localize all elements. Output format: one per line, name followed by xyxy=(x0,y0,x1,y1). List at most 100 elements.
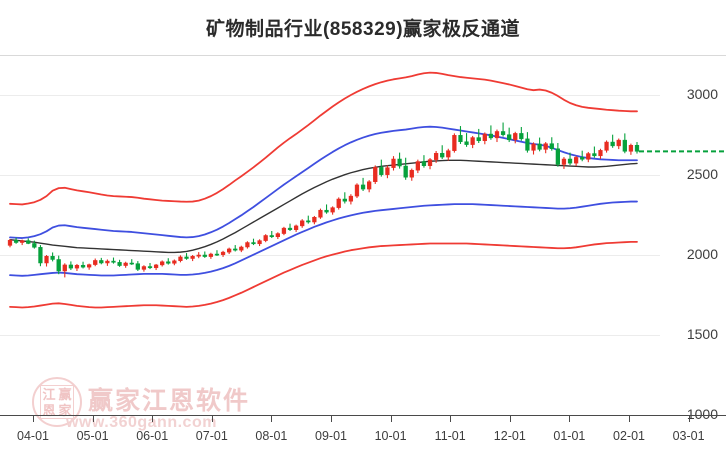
x-axis-tick-mark xyxy=(390,415,392,422)
candle-body xyxy=(385,167,390,175)
candle-body xyxy=(567,158,573,164)
candle-body xyxy=(476,137,481,142)
candle-body xyxy=(555,148,560,165)
x-axis-tick-mark xyxy=(271,415,273,422)
candle-body xyxy=(367,181,372,190)
candle-body xyxy=(160,261,165,266)
band-line xyxy=(9,200,638,277)
candle-body xyxy=(379,167,384,175)
candle-body xyxy=(141,266,147,270)
candle-body xyxy=(239,246,244,251)
chart-title: 矿物制品行业(858329)赢家极反通道 xyxy=(205,19,521,40)
candle-body xyxy=(580,157,585,160)
candle-body xyxy=(446,150,451,158)
candle-body xyxy=(610,141,615,147)
candle-body xyxy=(135,263,140,270)
candle-body xyxy=(330,207,335,213)
candle-body xyxy=(391,158,396,168)
candle-body xyxy=(13,240,19,243)
plot-top-border xyxy=(0,55,726,56)
candle-body xyxy=(190,256,195,259)
gridline xyxy=(0,95,660,96)
candle-body xyxy=(281,227,287,234)
candle-body xyxy=(433,152,439,160)
candle-body xyxy=(427,159,433,166)
x-axis-tick-label: 03-01 xyxy=(672,429,705,443)
x-axis-tick-mark xyxy=(92,415,94,422)
y-axis-tick-label: 1500 xyxy=(686,326,718,342)
candle-body xyxy=(220,251,226,255)
candle-body xyxy=(44,256,49,264)
candlestick-series xyxy=(7,122,640,278)
candle-body xyxy=(166,261,171,264)
candle-body xyxy=(269,235,274,238)
candle-body xyxy=(38,247,43,264)
candle-body xyxy=(208,253,214,257)
candle-body xyxy=(537,143,542,150)
candle-body xyxy=(32,243,37,248)
candle-body xyxy=(62,264,67,272)
candle-body xyxy=(306,220,311,223)
x-axis-tick-mark xyxy=(331,415,332,422)
x-axis-tick-label: 11-01 xyxy=(434,429,466,443)
candle-body xyxy=(616,139,621,147)
x-axis-tick-mark xyxy=(688,415,690,422)
candle-body xyxy=(123,262,128,266)
candle-body xyxy=(494,131,500,139)
candle-body xyxy=(336,198,341,208)
candle-body xyxy=(525,138,530,151)
x-axis-tick-mark xyxy=(569,415,571,422)
x-axis-tick-label: 02-01 xyxy=(613,429,645,443)
gridline xyxy=(0,335,660,336)
candle-body xyxy=(342,198,347,202)
candle-body xyxy=(7,240,13,246)
candle-body xyxy=(561,158,567,165)
candle-body xyxy=(519,133,524,140)
x-axis-tick-label: 01-01 xyxy=(553,429,586,443)
candle-body xyxy=(409,169,414,178)
y-axis-tick-label: 1000 xyxy=(686,406,718,422)
candle-body xyxy=(622,139,627,152)
candle-body xyxy=(513,133,518,141)
x-axis-tick-label: 10-01 xyxy=(374,429,407,443)
candle-body xyxy=(26,240,31,244)
candle-body xyxy=(415,161,420,171)
candle-body xyxy=(80,264,86,268)
candle-body xyxy=(373,167,378,182)
candle-body xyxy=(111,260,116,263)
candle-body xyxy=(500,131,506,135)
candle-body xyxy=(196,254,201,257)
candle-body xyxy=(348,195,354,202)
candle-body xyxy=(312,216,317,223)
candle-body xyxy=(586,153,591,160)
candle-body xyxy=(440,152,445,158)
candle-body xyxy=(50,256,55,260)
x-axis-tick-mark xyxy=(33,415,34,422)
candle-body xyxy=(263,235,268,241)
x-axis-tick-mark xyxy=(450,415,452,422)
candle-body xyxy=(227,248,232,253)
candle-body xyxy=(20,240,25,243)
x-axis-tick-label: 04-01 xyxy=(17,429,49,443)
x-axis-tick-label: 07-01 xyxy=(195,429,228,443)
candle-body xyxy=(421,161,427,166)
candle-body xyxy=(293,225,299,230)
candle-body xyxy=(184,256,189,259)
x-axis-tick-label: 08-01 xyxy=(255,429,288,443)
x-axis-line xyxy=(0,415,726,416)
candle-body xyxy=(397,158,402,167)
candle-body xyxy=(87,264,92,268)
x-axis-tick-label: 06-01 xyxy=(136,429,169,443)
candle-body xyxy=(470,137,475,145)
candle-body xyxy=(287,227,293,230)
candle-body xyxy=(604,141,609,151)
x-axis-tick-mark xyxy=(211,415,213,422)
candle-body xyxy=(129,262,134,265)
极反通道-bands xyxy=(9,71,638,309)
candle-body xyxy=(275,233,280,238)
x-axis-tick-mark xyxy=(629,415,630,422)
candle-body xyxy=(300,220,305,227)
candle-body xyxy=(507,134,512,141)
